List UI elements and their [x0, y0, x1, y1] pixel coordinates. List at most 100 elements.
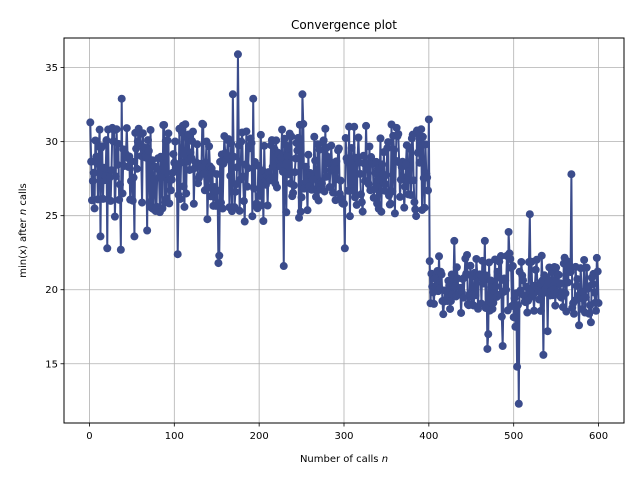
data-point: [491, 282, 500, 291]
data-point: [127, 157, 136, 166]
data-point: [105, 173, 114, 182]
data-point: [289, 188, 298, 197]
data-point: [98, 142, 107, 151]
data-point: [88, 196, 96, 205]
data-point: [439, 310, 448, 319]
data-point: [386, 199, 395, 208]
data-point: [452, 263, 461, 272]
data-point: [498, 342, 507, 350]
data-point: [575, 321, 584, 330]
data-point: [531, 265, 540, 274]
data-point: [143, 226, 152, 235]
data-point: [256, 130, 265, 139]
data-point: [483, 344, 492, 353]
data-point: [177, 128, 186, 137]
data-point: [322, 172, 331, 181]
data-point: [99, 194, 108, 203]
data-point: [112, 125, 121, 134]
data-point: [165, 199, 174, 208]
data-point: [406, 145, 415, 154]
data-point: [240, 217, 249, 226]
data-point: [114, 139, 123, 148]
y-axis-label: min(x) after n calls: [18, 183, 29, 278]
data-point: [535, 295, 544, 304]
data-point: [534, 287, 543, 296]
data-point: [96, 232, 105, 241]
data-point: [247, 139, 256, 148]
data-point: [290, 168, 299, 177]
data-point: [459, 293, 468, 302]
data-point: [561, 289, 570, 298]
data-point: [229, 152, 238, 161]
data-point: [551, 301, 560, 310]
data-point: [99, 163, 108, 172]
data-point: [92, 152, 101, 161]
data-point: [166, 186, 175, 195]
data-point: [567, 170, 576, 179]
data-point: [278, 125, 287, 134]
data-point: [513, 301, 522, 310]
data-point: [592, 253, 601, 262]
data-point: [573, 275, 582, 284]
data-point: [506, 255, 515, 264]
data-point: [319, 136, 328, 145]
data-point: [480, 236, 489, 245]
data-point: [95, 125, 104, 134]
data-point: [173, 250, 182, 259]
data-point: [509, 313, 518, 322]
data-point: [552, 263, 561, 272]
data-point: [349, 186, 358, 195]
data-point: [377, 207, 386, 216]
data-point: [233, 163, 242, 172]
data-point: [362, 121, 371, 130]
data-point: [437, 270, 446, 279]
data-point: [146, 125, 155, 134]
data-point: [582, 263, 591, 272]
data-point: [249, 94, 258, 103]
data-point: [291, 154, 300, 163]
data-point: [321, 124, 330, 133]
data-point: [264, 168, 273, 177]
data-point: [132, 164, 141, 173]
data-point: [259, 217, 268, 226]
data-point: [523, 308, 532, 317]
data-point: [332, 157, 341, 166]
data-point: [466, 261, 475, 270]
data-point: [376, 134, 385, 143]
data-point: [580, 255, 589, 264]
data-point: [138, 129, 147, 138]
data-point: [205, 142, 214, 151]
data-point: [407, 191, 416, 199]
data-point: [144, 146, 153, 155]
data-point: [130, 232, 139, 241]
data-point: [200, 169, 208, 178]
x-axis: 0 100 200 300 400 500 600: [86, 423, 608, 442]
data-point: [394, 129, 403, 138]
data-point: [110, 212, 119, 221]
data-point: [356, 190, 365, 199]
data-point: [128, 196, 137, 205]
data-point: [293, 146, 302, 155]
data-point: [347, 144, 356, 152]
data-point: [237, 137, 246, 146]
x-tick-label: 100: [165, 431, 184, 442]
data-point: [157, 173, 166, 182]
data-point: [564, 278, 572, 287]
data-point: [396, 192, 404, 201]
data-point: [298, 90, 307, 99]
data-point: [519, 276, 528, 285]
x-tick-label: 300: [334, 431, 353, 442]
data-point: [496, 252, 505, 261]
data-point: [484, 330, 493, 339]
data-point: [250, 184, 259, 193]
data-point: [401, 182, 410, 191]
data-point: [351, 193, 360, 202]
data-point: [287, 132, 296, 141]
data-point: [182, 189, 191, 198]
data-point: [199, 120, 208, 129]
data-point: [116, 245, 125, 254]
data-point: [590, 288, 599, 297]
data-point: [118, 189, 127, 198]
data-point: [197, 163, 206, 172]
data-point: [107, 166, 116, 175]
